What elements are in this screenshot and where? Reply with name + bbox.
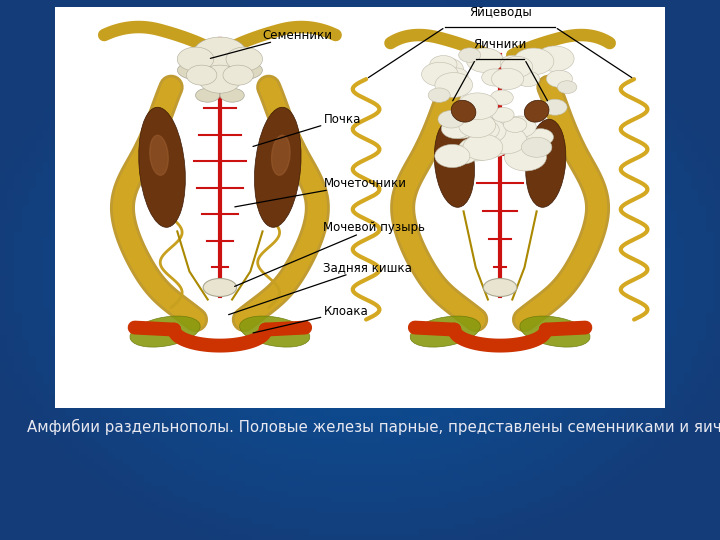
Circle shape (500, 56, 524, 71)
Circle shape (435, 72, 472, 97)
Circle shape (223, 65, 253, 85)
Circle shape (513, 48, 554, 75)
Circle shape (482, 69, 508, 86)
Ellipse shape (130, 316, 200, 347)
Circle shape (430, 56, 457, 73)
Circle shape (501, 56, 533, 77)
Circle shape (457, 93, 498, 120)
Circle shape (445, 68, 468, 83)
Text: Клоака: Клоака (253, 305, 368, 333)
Ellipse shape (483, 279, 517, 296)
Ellipse shape (254, 107, 301, 227)
Circle shape (503, 116, 536, 138)
Ellipse shape (220, 88, 244, 102)
Circle shape (445, 117, 478, 138)
Text: Задняя кишка: Задняя кишка (229, 261, 413, 315)
Circle shape (422, 62, 458, 86)
Circle shape (503, 117, 527, 132)
Circle shape (546, 70, 572, 87)
Circle shape (516, 71, 540, 86)
Circle shape (536, 46, 574, 71)
Circle shape (438, 110, 465, 128)
Text: Мочеточники: Мочеточники (235, 177, 407, 207)
Circle shape (502, 134, 525, 149)
Ellipse shape (451, 100, 476, 122)
Circle shape (429, 58, 464, 80)
Ellipse shape (520, 316, 590, 347)
Ellipse shape (196, 88, 220, 102)
Circle shape (485, 126, 527, 154)
Circle shape (528, 129, 554, 146)
Text: Яйцеводы: Яйцеводы (469, 6, 531, 19)
Ellipse shape (177, 63, 207, 79)
Text: Амфибии раздельнополы. Половые железы парные, представлены семенниками и яичника: Амфибии раздельнополы. Половые железы па… (27, 419, 720, 435)
Circle shape (467, 118, 506, 144)
Circle shape (467, 48, 503, 72)
Circle shape (441, 119, 471, 139)
Circle shape (458, 137, 495, 161)
Bar (55, 7, 665, 408)
Circle shape (492, 69, 523, 90)
Ellipse shape (150, 135, 168, 176)
Text: Семенники: Семенники (210, 29, 333, 58)
Circle shape (192, 37, 247, 73)
Ellipse shape (410, 316, 480, 347)
Circle shape (226, 47, 263, 71)
Circle shape (477, 136, 509, 157)
Text: Мочевой пузырь: Мочевой пузырь (235, 221, 426, 286)
Circle shape (492, 107, 514, 122)
Circle shape (466, 119, 499, 141)
Circle shape (557, 81, 577, 93)
Circle shape (463, 134, 503, 160)
Ellipse shape (524, 100, 549, 122)
Circle shape (435, 145, 470, 167)
Circle shape (186, 65, 217, 85)
Circle shape (459, 113, 495, 138)
Circle shape (474, 118, 509, 140)
Circle shape (199, 65, 241, 93)
Circle shape (505, 143, 546, 171)
Ellipse shape (139, 107, 185, 227)
Circle shape (543, 99, 567, 115)
Circle shape (428, 88, 450, 103)
Ellipse shape (233, 63, 262, 79)
Circle shape (500, 135, 525, 151)
Ellipse shape (526, 119, 566, 207)
Ellipse shape (203, 279, 237, 296)
Ellipse shape (240, 316, 310, 347)
Circle shape (449, 145, 477, 164)
Circle shape (521, 137, 552, 157)
Text: Яичники: Яичники (474, 38, 527, 51)
Circle shape (459, 48, 481, 62)
Text: Почка: Почка (253, 113, 361, 146)
Ellipse shape (271, 135, 290, 176)
Circle shape (177, 47, 214, 71)
Circle shape (490, 90, 513, 105)
Ellipse shape (434, 119, 474, 207)
